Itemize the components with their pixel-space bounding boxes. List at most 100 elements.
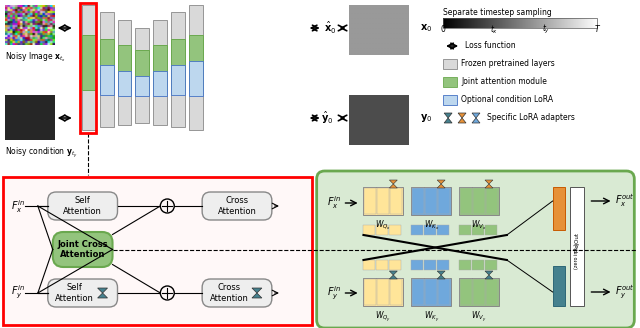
Bar <box>469 18 470 28</box>
Bar <box>596 18 598 28</box>
Bar <box>444 18 445 28</box>
Text: Noisy Image $\mathbf{x}_{t_x}$: Noisy Image $\mathbf{x}_{t_x}$ <box>5 50 66 64</box>
Bar <box>504 18 505 28</box>
FancyBboxPatch shape <box>317 171 634 328</box>
Bar <box>3 177 312 325</box>
Bar <box>584 18 586 28</box>
Bar <box>523 18 524 28</box>
Bar <box>497 18 498 28</box>
Bar <box>460 279 472 305</box>
Bar <box>496 18 497 28</box>
Bar <box>443 59 457 69</box>
Bar <box>566 18 568 28</box>
Bar <box>553 187 564 230</box>
Bar <box>481 18 482 28</box>
Bar <box>136 76 149 96</box>
Text: (zero init.): (zero init.) <box>574 244 579 269</box>
Bar <box>389 260 401 270</box>
Bar <box>531 18 532 28</box>
Text: $F_y^{in}$: $F_y^{in}$ <box>326 284 340 302</box>
Text: $F_y^{out}$: $F_y^{out}$ <box>616 283 635 301</box>
Bar <box>577 18 579 28</box>
Bar <box>475 18 476 28</box>
Polygon shape <box>437 184 445 188</box>
Text: $W_{V_y}$: $W_{V_y}$ <box>471 309 486 323</box>
Bar <box>518 18 519 28</box>
Bar <box>425 188 437 214</box>
Bar <box>548 18 550 28</box>
Bar <box>462 18 463 28</box>
Polygon shape <box>485 271 493 275</box>
Bar <box>552 18 553 28</box>
Bar <box>477 18 478 28</box>
Bar <box>527 18 528 28</box>
Bar <box>540 18 541 28</box>
Bar <box>437 260 449 270</box>
Bar <box>535 18 536 28</box>
Bar <box>474 18 475 28</box>
Bar <box>447 18 448 28</box>
Bar <box>589 18 591 28</box>
Bar <box>189 61 203 96</box>
FancyBboxPatch shape <box>52 232 113 267</box>
Polygon shape <box>97 288 108 293</box>
Bar <box>511 18 512 28</box>
Polygon shape <box>472 113 480 118</box>
Bar <box>459 225 471 235</box>
Bar <box>412 279 424 305</box>
Bar <box>364 278 403 306</box>
Text: Separate timestep sampling: Separate timestep sampling <box>443 8 552 17</box>
Bar <box>437 225 449 235</box>
Text: Noisy condition $\mathbf{y}_{t_y}$: Noisy condition $\mathbf{y}_{t_y}$ <box>5 145 77 159</box>
Bar <box>390 279 403 305</box>
Bar <box>509 18 510 28</box>
Bar <box>82 5 95 130</box>
Bar <box>524 18 525 28</box>
Bar <box>536 18 537 28</box>
Bar <box>529 18 530 28</box>
Bar <box>525 18 526 28</box>
Text: $\mathbf{x}_0$: $\mathbf{x}_0$ <box>420 22 433 34</box>
Bar <box>556 18 557 28</box>
Bar <box>485 260 497 270</box>
Bar <box>513 18 514 28</box>
Bar <box>189 35 203 90</box>
Bar <box>378 188 389 214</box>
Polygon shape <box>472 118 480 123</box>
Bar <box>364 187 403 215</box>
Text: $T$: $T$ <box>594 23 601 34</box>
Bar <box>489 18 490 28</box>
Bar <box>490 18 491 28</box>
Polygon shape <box>458 118 466 123</box>
Bar <box>465 18 466 28</box>
Bar <box>563 18 564 28</box>
Bar <box>534 18 535 28</box>
Bar <box>412 260 423 270</box>
Bar <box>510 18 511 28</box>
Bar <box>515 18 516 28</box>
Polygon shape <box>444 113 452 118</box>
Bar <box>446 18 447 28</box>
Text: Specific LoRA adapters: Specific LoRA adapters <box>487 113 575 122</box>
Bar <box>154 45 167 90</box>
Polygon shape <box>97 293 108 298</box>
FancyBboxPatch shape <box>48 192 118 220</box>
Bar <box>571 18 572 28</box>
Bar <box>412 225 423 235</box>
Bar <box>472 260 484 270</box>
Text: $\mathbf{y}_0$: $\mathbf{y}_0$ <box>420 112 433 124</box>
Text: $\hat{\mathbf{x}}_0$: $\hat{\mathbf{x}}_0$ <box>324 20 336 36</box>
Bar <box>189 5 203 130</box>
Bar <box>443 77 457 87</box>
Bar <box>543 18 544 28</box>
Text: Self
Attention: Self Attention <box>63 196 102 216</box>
Text: 0: 0 <box>441 25 445 34</box>
Polygon shape <box>485 275 493 279</box>
Bar <box>459 260 471 270</box>
Bar <box>502 18 503 28</box>
Bar <box>100 12 113 127</box>
Bar <box>443 18 598 28</box>
Bar <box>486 279 498 305</box>
Bar <box>522 18 523 28</box>
Bar <box>564 18 566 28</box>
